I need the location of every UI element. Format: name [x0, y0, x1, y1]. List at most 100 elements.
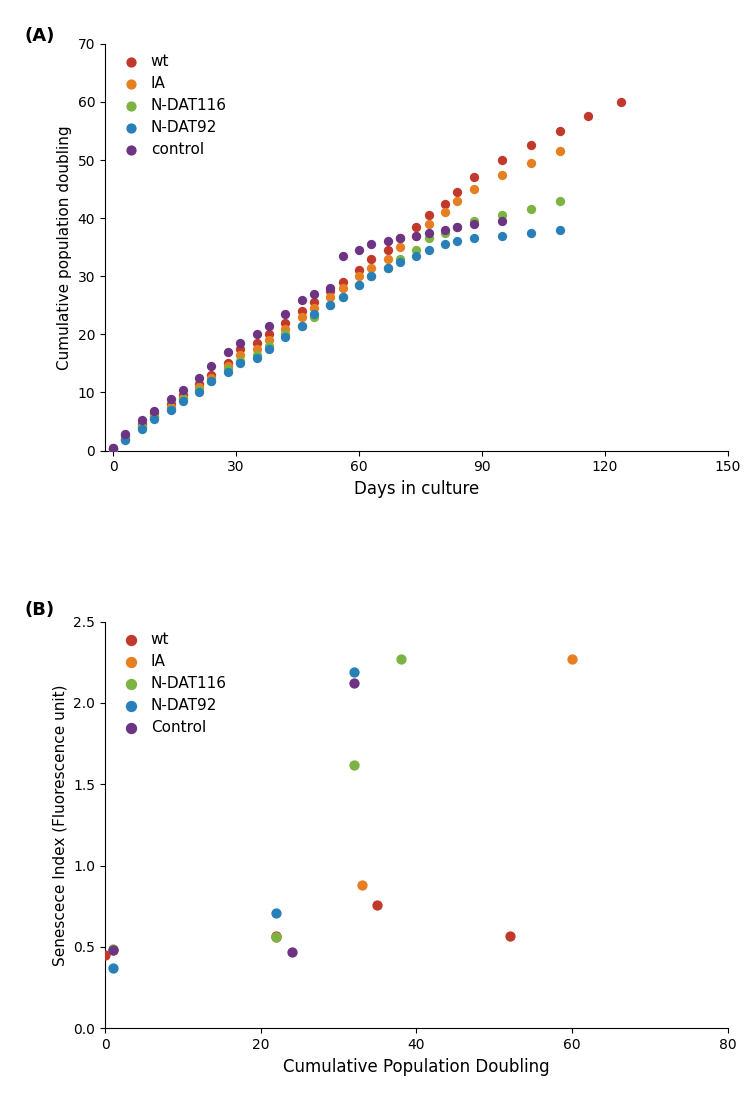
wt: [99, 946, 111, 964]
N-DAT116: [270, 929, 282, 946]
N-DAT116: [148, 408, 160, 426]
IA: [467, 181, 479, 198]
IA: [262, 331, 274, 349]
IA: [356, 876, 368, 894]
N-DAT92: [467, 230, 479, 247]
IA: [119, 430, 131, 447]
wt: [394, 230, 406, 247]
IA: [106, 942, 118, 959]
N-DAT92: [365, 268, 377, 286]
wt: [136, 416, 148, 433]
IA: [439, 203, 451, 221]
wt: [177, 386, 189, 404]
N-DAT116: [525, 200, 537, 218]
Control: [106, 942, 118, 959]
N-DAT116: [554, 191, 566, 209]
wt: [439, 195, 451, 212]
control: [365, 235, 377, 253]
wt: [554, 123, 566, 140]
N-DAT116: [337, 288, 349, 305]
wt: [107, 439, 119, 456]
control: [222, 344, 234, 361]
wt: [496, 151, 508, 168]
wt: [296, 302, 307, 319]
IA: [251, 340, 262, 358]
N-DAT92: [136, 420, 148, 438]
IA: [496, 166, 508, 184]
IA: [136, 419, 148, 437]
wt: [615, 93, 627, 110]
N-DAT92: [177, 393, 189, 410]
wt: [324, 282, 336, 300]
IA: [410, 226, 422, 244]
IA: [525, 154, 537, 172]
control: [164, 391, 176, 408]
N-DAT92: [382, 259, 394, 277]
control: [296, 291, 307, 309]
N-DAT92: [251, 349, 262, 366]
control: [148, 403, 160, 420]
IA: [222, 358, 234, 375]
N-DAT92: [222, 363, 234, 381]
N-DAT92: [106, 959, 118, 977]
control: [394, 230, 406, 247]
N-DAT116: [353, 276, 365, 293]
control: [262, 317, 274, 335]
IA: [206, 369, 218, 386]
N-DAT92: [234, 354, 246, 372]
control: [452, 218, 464, 235]
N-DAT116: [177, 391, 189, 408]
N-DAT116: [324, 296, 336, 314]
N-DAT92: [525, 224, 537, 242]
N-DAT116: [308, 309, 320, 326]
wt: [337, 274, 349, 291]
N-DAT116: [394, 251, 406, 268]
N-DAT92: [324, 296, 336, 314]
wt: [504, 927, 516, 944]
N-DAT116: [496, 207, 508, 224]
N-DAT116: [382, 259, 394, 277]
Legend: wt, IA, N-DAT116, N-DAT92, Control: wt, IA, N-DAT116, N-DAT92, Control: [112, 629, 230, 737]
wt: [410, 218, 422, 235]
control: [119, 426, 131, 443]
IA: [270, 929, 282, 946]
control: [234, 335, 246, 352]
control: [251, 326, 262, 344]
N-DAT116: [422, 230, 434, 247]
control: [422, 224, 434, 242]
N-DAT92: [262, 340, 274, 358]
N-DAT116: [251, 346, 262, 363]
N-DAT92: [270, 904, 282, 921]
N-DAT92: [554, 221, 566, 238]
control: [439, 221, 451, 238]
IA: [296, 309, 307, 326]
IA: [324, 288, 336, 305]
wt: [164, 395, 176, 412]
Text: (B): (B): [24, 602, 54, 619]
IA: [177, 389, 189, 407]
N-DAT92: [410, 247, 422, 265]
N-DAT92: [119, 431, 131, 449]
wt: [270, 927, 282, 944]
control: [206, 358, 218, 375]
N-DAT92: [496, 226, 508, 244]
X-axis label: Cumulative Population Doubling: Cumulative Population Doubling: [283, 1058, 550, 1075]
N-DAT92: [308, 305, 320, 323]
wt: [119, 428, 131, 445]
control: [177, 381, 189, 398]
N-DAT116: [452, 218, 464, 235]
N-DAT92: [422, 242, 434, 259]
wt: [422, 207, 434, 224]
control: [467, 216, 479, 233]
N-DAT92: [394, 253, 406, 270]
Control: [286, 943, 298, 961]
N-DAT116: [467, 212, 479, 230]
control: [308, 284, 320, 302]
IA: [164, 398, 176, 416]
N-DAT92: [296, 317, 307, 335]
N-DAT116: [106, 940, 118, 957]
N-DAT92: [148, 410, 160, 428]
control: [382, 233, 394, 251]
N-DAT116: [119, 430, 131, 447]
N-DAT116: [365, 268, 377, 286]
